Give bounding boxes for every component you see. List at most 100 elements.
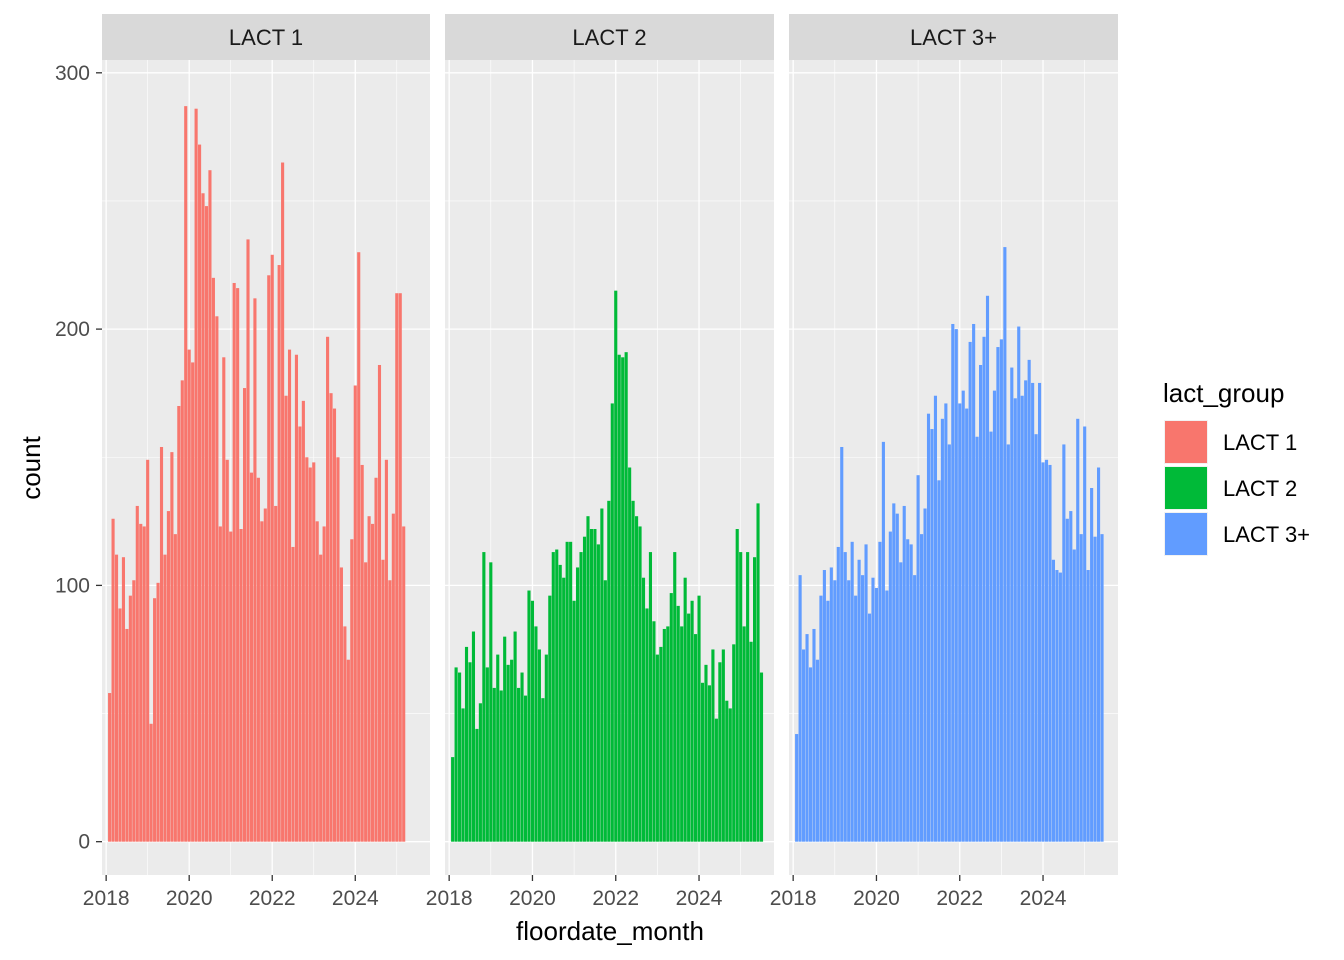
bar: [628, 467, 632, 842]
bar: [645, 608, 649, 842]
bar: [357, 252, 361, 842]
bar: [676, 605, 680, 842]
bar: [892, 503, 896, 842]
bar: [534, 626, 538, 842]
bar: [319, 554, 323, 842]
legend-key-swatch: [1165, 467, 1207, 509]
bar: [312, 462, 316, 842]
bar: [253, 298, 257, 842]
bar: [166, 511, 170, 842]
bar: [458, 672, 462, 842]
bar: [881, 441, 885, 842]
bar: [847, 580, 851, 842]
bar: [669, 593, 673, 842]
bar: [454, 667, 458, 842]
bar: [260, 521, 264, 842]
bar: [569, 541, 573, 842]
bar: [861, 575, 865, 842]
bar: [1086, 570, 1090, 842]
bar: [878, 541, 882, 842]
bar: [114, 554, 119, 842]
bar: [492, 687, 496, 842]
bar: [850, 541, 854, 842]
bar: [857, 559, 861, 842]
bar: [985, 295, 990, 842]
bar: [156, 582, 160, 842]
bar: [638, 526, 642, 842]
bar: [933, 395, 938, 842]
bar: [683, 577, 687, 842]
bar: [305, 457, 309, 842]
bar: [937, 480, 941, 842]
bar: [798, 575, 802, 842]
bar: [544, 654, 548, 842]
bar: [899, 562, 903, 842]
bar: [721, 649, 725, 842]
bar: [909, 544, 913, 842]
x-tick-label: 2018: [770, 887, 817, 910]
bar: [739, 552, 743, 842]
y-tick-label: 0: [78, 831, 90, 854]
bar: [982, 336, 986, 842]
bar: [1055, 570, 1059, 842]
bar: [277, 265, 281, 842]
bar: [874, 587, 879, 842]
bar: [562, 577, 566, 842]
bar: [391, 513, 395, 842]
bar: [579, 552, 583, 842]
bar: [537, 649, 541, 842]
bar: [1097, 467, 1101, 842]
bar: [795, 734, 799, 842]
bar: [697, 595, 701, 842]
bar: [364, 562, 368, 842]
bar: [468, 662, 472, 842]
bar: [913, 575, 917, 842]
bar: [523, 695, 528, 842]
bar: [920, 534, 924, 842]
bar: [336, 457, 340, 842]
bar: [1013, 398, 1017, 842]
bar: [704, 664, 708, 842]
bar: [829, 567, 833, 842]
bar: [211, 277, 215, 842]
bar: [360, 464, 364, 842]
legend-entry-label: LACT 3+: [1223, 522, 1310, 547]
panel-2: LACT 2 2018 2020 2022 2024: [426, 14, 774, 910]
legend-entry-label: LACT 1: [1223, 430, 1297, 455]
bar: [1069, 511, 1073, 842]
bar: [1076, 418, 1080, 842]
facet-strip-label: LACT 2: [572, 25, 646, 50]
bar: [555, 549, 559, 842]
bar: [725, 700, 729, 842]
bar: [1093, 536, 1097, 842]
bar: [332, 408, 337, 842]
panel-3: LACT 3+ 2018 2020 2022 2024: [770, 14, 1118, 910]
bar: [343, 626, 347, 842]
bar: [1048, 464, 1052, 842]
bar: [149, 723, 153, 842]
bar: [815, 659, 820, 842]
bar: [308, 467, 312, 842]
bar: [256, 477, 260, 842]
bar: [916, 475, 920, 842]
bar: [315, 521, 319, 842]
bar: [1079, 534, 1083, 842]
bar: [735, 529, 739, 842]
bar: [1031, 382, 1035, 842]
bar: [989, 431, 993, 842]
x-tick-label: 2024: [332, 887, 379, 910]
bar: [690, 600, 694, 842]
bar: [118, 608, 122, 842]
panels-layer: LACT 1 2018 2020 2022 2024 LACT 2 2018 2020 2022…: [83, 14, 1118, 910]
bar: [128, 595, 132, 842]
bar: [923, 508, 927, 842]
bar: [1058, 572, 1062, 842]
bar: [451, 757, 455, 842]
bar: [614, 290, 618, 842]
legend-key-swatch: [1165, 513, 1207, 555]
bar: [367, 516, 371, 842]
bar: [482, 552, 486, 842]
bar: [954, 329, 958, 842]
bar: [742, 626, 746, 842]
